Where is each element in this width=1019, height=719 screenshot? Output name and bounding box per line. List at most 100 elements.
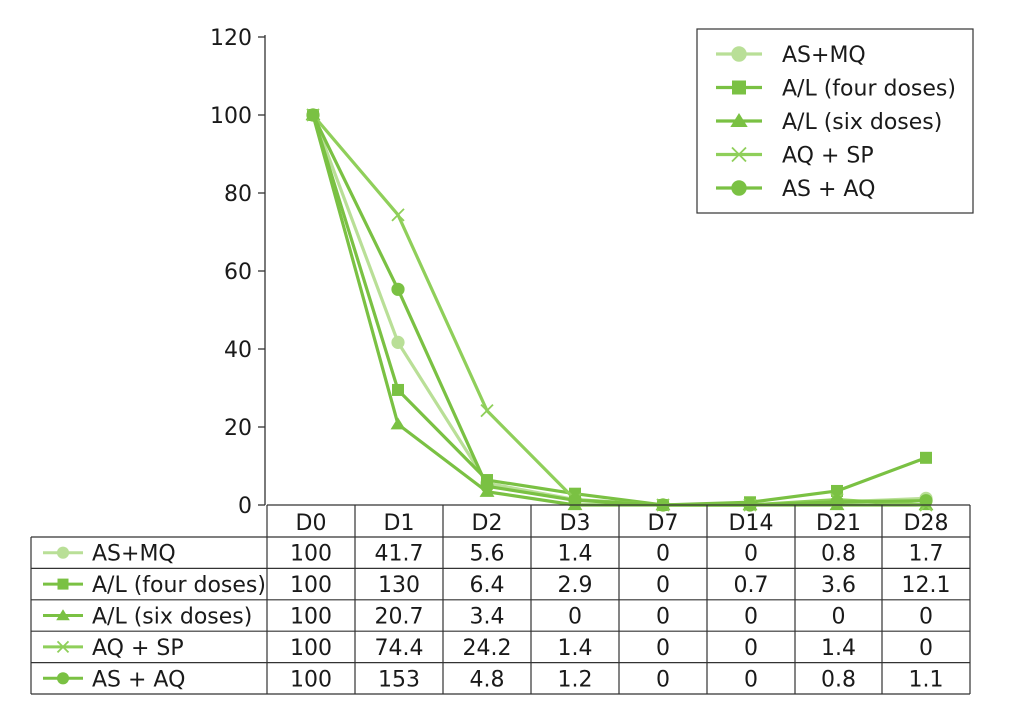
table-row: AS + AQ 100 153 4.8 1.2 0 0 0.8 1.1: [43, 667, 944, 692]
table-cell: 1.4: [821, 636, 856, 661]
legend-label: AQ + SP: [782, 144, 874, 169]
data-point: [480, 403, 494, 418]
data-point: [391, 208, 405, 222]
row-label: AQ + SP: [92, 636, 184, 661]
table-cell: 12.1: [902, 573, 951, 598]
table-cell: 4.8: [470, 667, 505, 692]
x-tick-label: D28: [904, 511, 949, 536]
series-line: [311, 114, 927, 507]
table-cell: 20.7: [375, 605, 424, 630]
y-tick-label: 40: [224, 338, 252, 363]
data-point: [390, 417, 406, 430]
legend-label: A/L (four doses): [782, 77, 956, 102]
table-cell: 24.2: [463, 636, 512, 661]
table-cell: 1.2: [558, 667, 593, 692]
legend-entry: A/L (four doses): [716, 77, 956, 102]
legend-marker: [732, 80, 746, 95]
table-cell: 100: [290, 573, 332, 598]
table-row: AS+MQ 100 41.7 5.6 1.4 0 0 0.8 1.7: [43, 542, 944, 567]
y-tick-label: 0: [238, 494, 252, 519]
row-legend-marker: [56, 546, 70, 559]
table-cell: 0: [919, 636, 933, 661]
table-cell: 0.7: [734, 573, 769, 598]
series-layer: [305, 108, 934, 512]
row-legend-marker: [56, 609, 70, 621]
data-point: [568, 493, 582, 507]
x-tick-label: D14: [729, 511, 774, 536]
table-cell: 0: [568, 605, 582, 630]
data-point: [830, 495, 844, 509]
row-label: A/L (six doses): [92, 605, 252, 630]
table-row: A/L (four doses) 100 130 6.4 2.9 0 0.7 3.6 12.1: [43, 573, 950, 598]
table-cell: 0: [656, 573, 670, 598]
table-cell: 6.4: [470, 573, 505, 598]
table-cell: 0: [919, 605, 933, 630]
x-tick-label: D3: [560, 511, 591, 536]
table-row: AQ + SP 100 74.4 24.2 1.4 0 0 1.4 0: [43, 636, 933, 661]
y-axis: 0 20 40 60 80 100 120: [210, 26, 266, 519]
table-cell: 0: [744, 636, 758, 661]
table-cell: 100: [290, 605, 332, 630]
table-cell: 0: [656, 605, 670, 630]
row-label: AS+MQ: [92, 542, 176, 567]
table-cell: 0: [744, 542, 758, 567]
table-cell: 0.8: [821, 542, 856, 567]
table-cell: 100: [290, 542, 332, 567]
table-cell: 1.4: [558, 636, 593, 661]
table-cell: 2.9: [558, 573, 593, 598]
table-cell: 0: [656, 542, 670, 567]
x-tick-label: D0: [296, 511, 327, 536]
table-cell: 74.4: [375, 636, 424, 661]
table-cell: 41.7: [375, 542, 424, 567]
x-tick-label: D1: [384, 511, 415, 536]
legend-marker: [731, 46, 747, 62]
legend-entry: AS + AQ: [716, 177, 875, 202]
table-cell: 1.1: [909, 667, 944, 692]
legend-label: AS + AQ: [782, 177, 875, 202]
data-point: [920, 451, 932, 464]
legend: AS+MQ A/L (four doses) A/L (six doses) AQ +…: [696, 28, 974, 214]
row-legend-marker: [57, 578, 69, 590]
table-cell: 0: [832, 605, 846, 630]
legend-entry: AS+MQ: [716, 43, 866, 68]
table-cell: 0: [744, 605, 758, 630]
y-tick-label: 60: [224, 260, 252, 285]
table-cell: 100: [290, 636, 332, 661]
row-label: AS + AQ: [92, 667, 185, 692]
data-point: [919, 494, 933, 508]
legend-marker: [731, 180, 747, 196]
table-cell: 0.8: [821, 667, 856, 692]
table-cell: 5.6: [470, 542, 505, 567]
legend-entry: A/L (six doses): [716, 110, 942, 135]
x-tick-label: D21: [816, 511, 861, 536]
data-point: [392, 383, 404, 396]
data-table: D0 D1 D2 D3 D7 D14 D21 D28 AS+MQ 100 41.7 5.6 1.4 0 0 0…: [30, 504, 971, 695]
table-cell: 0: [744, 667, 758, 692]
row-legend-marker: [56, 672, 70, 685]
table-row: A/L (six doses) 100 20.7 3.4 0 0 0 0 0: [43, 605, 933, 630]
y-tick-label: 120: [210, 26, 252, 51]
table-cell: 1.7: [909, 542, 944, 567]
y-tick-label: 100: [210, 104, 252, 129]
table-cell: 1.4: [558, 542, 593, 567]
table-cell: 0: [656, 667, 670, 692]
table-cell: 3.6: [821, 573, 856, 598]
series-5: [306, 108, 933, 512]
table-cell: 100: [290, 667, 332, 692]
table-cell: 130: [378, 573, 420, 598]
data-point: [831, 484, 843, 497]
table-cell: 3.4: [470, 605, 505, 630]
series-line: [311, 114, 927, 507]
y-tick-label: 20: [224, 416, 252, 441]
table-cell: 153: [378, 667, 420, 692]
data-point: [306, 108, 320, 122]
table-cell: 0: [656, 636, 670, 661]
legend-label: AS+MQ: [782, 43, 866, 68]
legend-marker: [730, 113, 748, 127]
data-point: [391, 335, 405, 349]
row-label: A/L (four doses): [92, 573, 266, 598]
x-tick-label: D2: [472, 511, 503, 536]
y-tick-label: 80: [224, 182, 252, 207]
data-point: [480, 479, 494, 493]
